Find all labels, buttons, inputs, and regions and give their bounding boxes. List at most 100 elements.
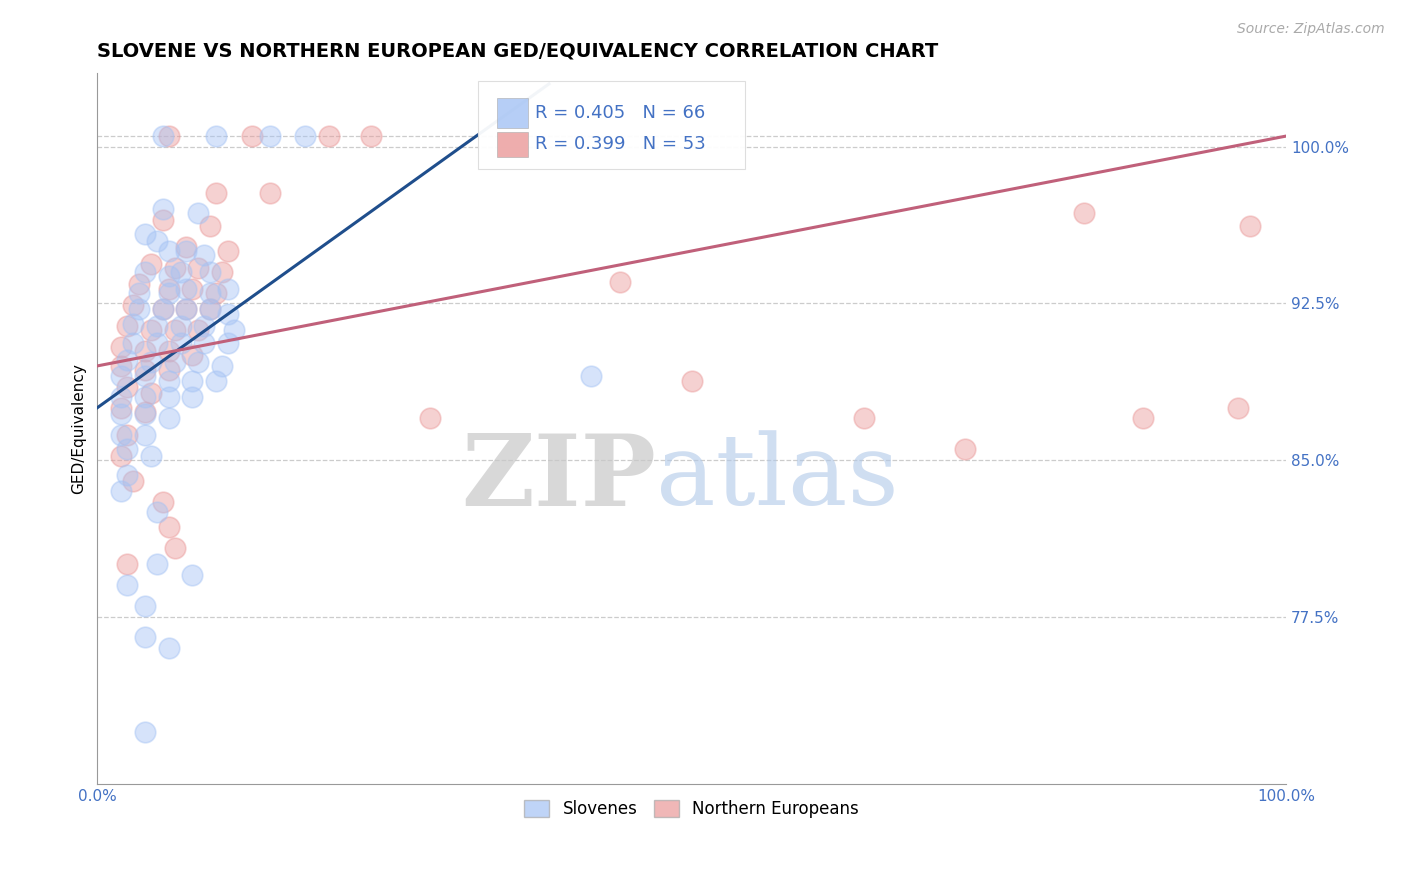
Point [681,374,703,388]
Point [205,374,228,388]
Point [205,186,228,200]
Point [139,256,162,270]
Point [157,411,180,425]
Point [139,323,162,337]
Point [187,260,209,275]
Point [217,335,239,350]
Point [205,285,228,300]
Point [134,724,156,739]
Point [163,260,186,275]
Point [110,427,132,442]
Point [187,355,209,369]
Point [110,390,132,404]
Point [169,265,191,279]
Point [217,282,239,296]
Point [200,265,222,279]
Point [128,277,150,292]
Point [146,234,169,248]
Point [222,323,245,337]
Point [953,442,976,457]
Point [128,302,150,317]
Point [240,129,263,144]
Point [181,390,204,404]
Point [157,244,180,258]
Point [115,427,138,442]
Point [181,348,204,362]
Point [110,369,132,384]
Point [122,335,145,350]
Point [146,319,169,334]
Point [200,285,222,300]
Point [157,640,180,655]
Text: Source: ZipAtlas.com: Source: ZipAtlas.com [1237,22,1385,37]
Point [122,317,145,331]
Point [193,335,215,350]
Point [163,323,186,337]
Point [134,631,156,645]
Point [146,558,169,572]
Point [152,302,174,317]
Point [122,474,145,488]
Point [134,390,156,404]
Point [157,129,180,144]
Point [139,449,162,463]
Point [169,335,191,350]
Point [176,244,198,258]
Point [211,265,233,279]
Point [134,427,156,442]
Text: atlas: atlas [657,431,898,526]
Point [139,355,162,369]
Point [157,268,180,283]
Point [163,355,186,369]
Point [419,411,441,425]
Point [152,129,174,144]
Point [176,240,198,254]
Point [134,227,156,242]
Point [134,405,156,419]
Point [146,335,169,350]
Point [579,369,602,384]
Point [1132,411,1154,425]
Point [217,307,239,321]
Point [211,359,233,373]
Point [157,363,180,377]
Point [110,407,132,421]
FancyBboxPatch shape [496,98,527,128]
Point [181,567,204,582]
Point [134,363,156,377]
Point [1239,219,1261,233]
Point [115,380,138,394]
Point [609,276,631,290]
Point [176,302,198,317]
Point [169,319,191,334]
Point [134,407,156,421]
Point [134,265,156,279]
Point [115,319,138,334]
Point [115,352,138,367]
Point [128,285,150,300]
Point [110,484,132,499]
Point [259,129,281,144]
Point [115,558,138,572]
Point [217,244,239,258]
Point [193,248,215,262]
Point [110,359,132,373]
Point [115,578,138,592]
Point [181,374,204,388]
Point [115,442,138,457]
Point [163,541,186,555]
Point [193,319,215,334]
Point [134,344,156,359]
FancyBboxPatch shape [478,80,745,169]
Point [176,302,198,317]
Point [110,401,132,415]
Point [122,298,145,312]
Point [152,494,174,508]
Point [134,599,156,614]
Text: ZIP: ZIP [461,430,657,527]
Point [200,302,222,317]
Point [1227,401,1250,415]
Point [110,340,132,354]
Point [157,520,180,534]
Point [176,282,198,296]
